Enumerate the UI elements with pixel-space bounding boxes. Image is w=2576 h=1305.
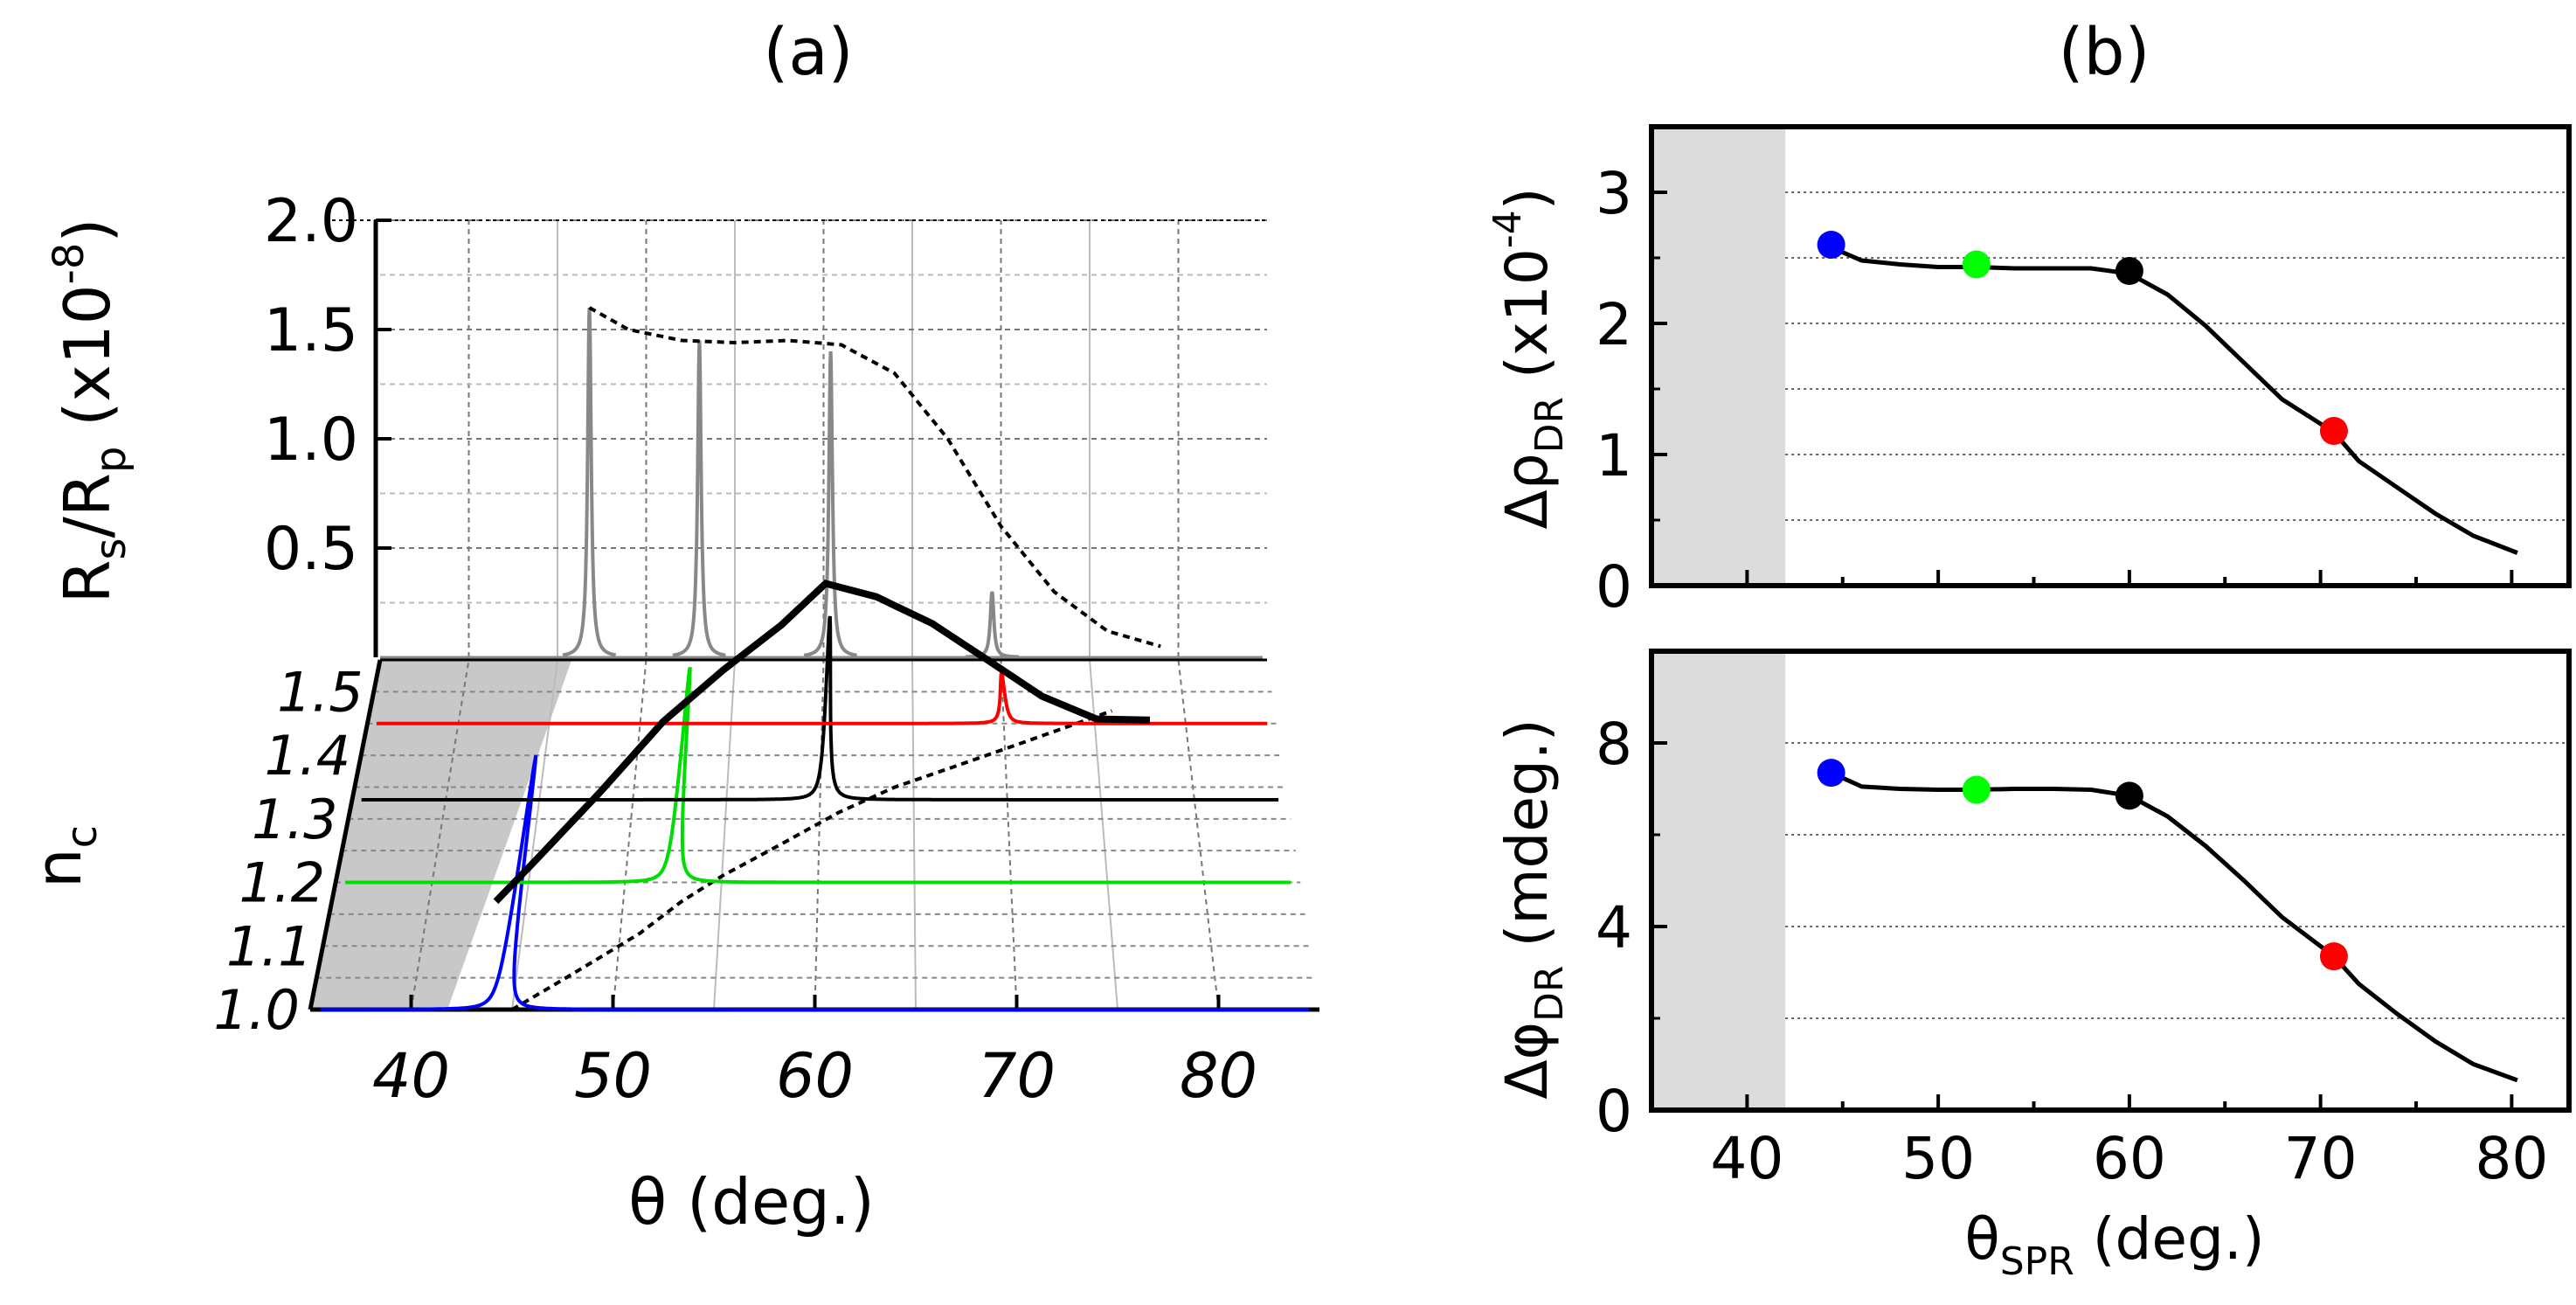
n-tick-label: 1.0: [213, 978, 300, 1042]
data-point-marker: [2319, 417, 2348, 445]
floor-grid-vline: [814, 659, 825, 1010]
data-point-marker: [2115, 781, 2143, 810]
n-tick-label: 1.2: [239, 851, 325, 915]
plot-frame: [1649, 649, 2572, 1113]
back-wall-resonance-peak: [803, 351, 857, 657]
data-point-marker: [1817, 759, 1845, 788]
panel-a-n-label: nc: [22, 825, 107, 888]
panel-b-x-label: θSPR (deg.): [1964, 1205, 2264, 1284]
x-tick-label: 60: [776, 1040, 854, 1112]
panel-a-title: (a): [763, 15, 853, 90]
n-axis-ticks: 1.01.11.21.31.41.5: [213, 660, 363, 1042]
panel-a-x-label: θ (deg.): [628, 1165, 875, 1239]
panel-a-curves: [320, 306, 1310, 1011]
panel-a-z-label: Rs/Rp (x10-8): [45, 219, 135, 604]
n-tick-label: 1.5: [277, 660, 364, 724]
plot-background: [1652, 651, 2569, 1110]
data-point-marker: [1962, 250, 1991, 279]
back-wall-resonance-peak: [562, 307, 617, 657]
y-tick-label: 4: [1596, 894, 1632, 961]
plot-frame: [1649, 124, 2572, 588]
shaded-region: [1652, 127, 1786, 586]
panel-b-bottom-chart: 0 4 8 40 50 60 70 80 ΔφDR (mdeg.) θSPR (deg.): [1493, 649, 2572, 1284]
series-line: [1830, 770, 2518, 1083]
z-tick-label: 1.5: [264, 296, 358, 365]
data-point-marker: [2319, 942, 2348, 971]
panel-a-3d-chart: (a) 0.51.01.52.0 1.01.11.21.31.41.5 40 50…: [22, 15, 1319, 1239]
x-tick-label: 70: [978, 1040, 1056, 1112]
back-wall: [332, 220, 1267, 657]
n-tick-label: 1.4: [265, 724, 351, 788]
y-tick-label: 1: [1596, 422, 1632, 489]
n-tick-label: 1.3: [252, 788, 338, 851]
x-tick-label: 70: [2284, 1125, 2358, 1192]
y-tick-label: 3: [1596, 160, 1632, 227]
floor-grid-vline: [1000, 659, 1018, 1010]
floor-spectrum-line: [376, 666, 1268, 725]
series-line: [1830, 245, 2518, 555]
x-tick-label: 50: [574, 1040, 652, 1112]
floor-grid-vline: [713, 659, 736, 1010]
data-point-marker: [1817, 231, 1845, 259]
floor-grid-vline: [410, 659, 470, 1010]
z-axis-ticks: 0.5 1.0 1.5 2.0: [264, 187, 391, 584]
panel-b-bottom-plot: 0 4 8 40 50 60 70 80: [1596, 649, 2572, 1192]
y-tick-label: 2: [1596, 291, 1632, 358]
x-axis-ticks: 40 50 60 70 80: [372, 995, 1257, 1112]
y-tick-label: 0: [1596, 553, 1632, 621]
y-tick-label: 8: [1596, 711, 1632, 778]
x-tick-label: 80: [1180, 1040, 1257, 1112]
x-tick-label: 40: [1710, 1125, 1783, 1192]
panel-b-bottom-y-label: ΔφDR (mdeg.): [1493, 718, 1572, 1099]
floor-spectrum-line: [320, 754, 1310, 1011]
data-point-marker: [2115, 257, 2143, 285]
panel-b-top-chart: (b) 0 1 2 3 ΔρDR (x10-4): [1485, 15, 2572, 621]
back-wall-dotted-envelope: [588, 306, 1161, 649]
plot-background: [1652, 127, 2569, 586]
floor-spectrum-line: [361, 615, 1279, 802]
panel-b-title: (b): [2059, 15, 2150, 90]
floor-plane: [310, 660, 1319, 1010]
floor-grid-vline: [1177, 659, 1220, 1010]
z-tick-label: 0.5: [264, 515, 358, 584]
y-tick-label: 0: [1596, 1078, 1632, 1145]
data-point-marker: [1962, 775, 1991, 804]
n-tick-label: 1.1: [226, 914, 313, 978]
floor-grid-vline: [911, 659, 917, 1010]
floor-grid-vline: [511, 659, 558, 1010]
panel-b-top-plot: 0 1 2 3: [1596, 124, 2572, 621]
floor-grid-vline: [612, 659, 647, 1010]
x-tick-label: 60: [2093, 1125, 2166, 1192]
x-tick-label: 40: [372, 1040, 450, 1112]
floor-left-edge: [308, 659, 383, 1010]
x-tick-label: 80: [2475, 1125, 2548, 1192]
panel-b-top-y-label: ΔρDR (x10-4): [1485, 188, 1572, 530]
back-wall-resonance-peak: [672, 340, 726, 657]
diagonal-peak-envelope: [493, 580, 1151, 905]
floor-shaded-region: [310, 660, 572, 1010]
z-tick-label: 2.0: [264, 187, 358, 256]
z-tick-label: 1.0: [264, 406, 358, 475]
shaded-region: [1652, 651, 1786, 1110]
floor-spectrum-line: [345, 666, 1291, 885]
floor-dotted-spr-curve: [510, 709, 1113, 1011]
x-tick-label: 50: [1901, 1125, 1975, 1192]
